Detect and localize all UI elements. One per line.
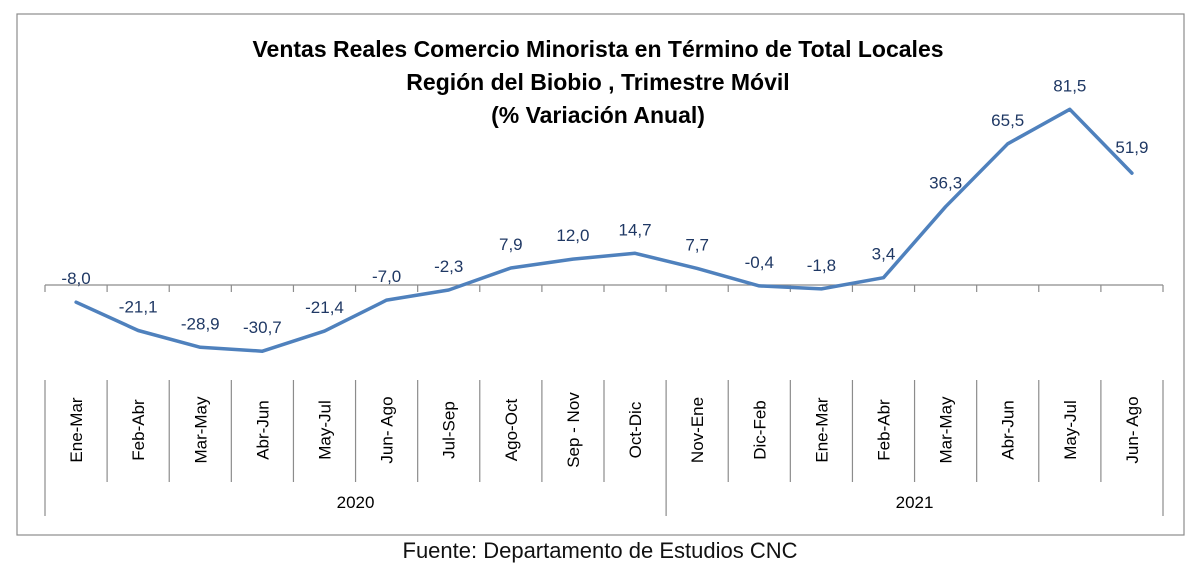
data-label: 14,7	[619, 220, 652, 239]
series-line	[74, 107, 1134, 353]
chart-title: Ventas Reales Comercio Minorista en Térm…	[252, 36, 943, 128]
category-label: Jul-Sep	[440, 401, 459, 459]
category-label: Mar-May	[937, 396, 956, 464]
group-label-2020: 2020	[337, 493, 375, 512]
chart-border	[16, 13, 1185, 536]
category-label: Abr-Jun	[999, 400, 1018, 460]
data-label: -21,4	[305, 298, 344, 317]
category-label: Sep - Nov	[564, 392, 583, 468]
category-label: Oct-Dic	[626, 401, 645, 458]
group-label-2021: 2021	[896, 493, 934, 512]
data-label: 51,9	[1115, 138, 1148, 157]
data-label: -1,8	[807, 256, 836, 275]
data-label: 81,5	[1053, 76, 1086, 95]
category-label: Abr-Jun	[253, 400, 272, 460]
category-label: Nov-Ene	[688, 397, 707, 463]
category-labels: Ene-Mar Feb-Abr Mar-May Abr-Jun May-Jul Jun- …	[44, 380, 1164, 516]
source-note: Fuente: Departamento de Estudios CNC	[402, 538, 798, 563]
data-label: 36,3	[929, 174, 962, 193]
data-label: -21,1	[119, 297, 158, 316]
category-label: Feb-Abr	[875, 399, 894, 461]
data-label: 7,9	[499, 235, 523, 254]
data-label: 12,0	[556, 226, 589, 245]
data-label: -28,9	[181, 314, 220, 333]
data-label: -8,0	[61, 269, 90, 288]
category-label: Ago-Oct	[502, 399, 521, 462]
data-label: -0,4	[745, 253, 774, 272]
data-label: -7,0	[372, 267, 401, 286]
category-label: Mar-May	[191, 396, 210, 464]
category-label: Dic-Feb	[750, 400, 769, 460]
category-label: May-Jul	[1061, 400, 1080, 460]
title-line-1: Ventas Reales Comercio Minorista en Térm…	[252, 36, 943, 62]
group-labels: 2020 2021	[337, 493, 934, 512]
category-label: May-Jul	[316, 400, 335, 460]
data-label: 7,7	[685, 235, 709, 254]
data-labels: -8,0 -21,1 -28,9 -30,7 -21,4 -7,0 -2,3 7,9 12,0 1…	[61, 76, 1148, 337]
data-label: 3,4	[872, 245, 896, 264]
category-label: Jun- Ago	[378, 396, 397, 463]
data-label: 65,5	[991, 111, 1024, 130]
category-label: Feb-Abr	[129, 399, 148, 461]
data-label: -30,7	[243, 318, 282, 337]
title-line-3: (% Variación Anual)	[491, 102, 705, 128]
category-label: Ene-Mar	[812, 397, 831, 463]
data-label: -2,3	[434, 257, 463, 276]
category-label: Ene-Mar	[67, 397, 86, 463]
title-line-2: Región del Biobio , Trimestre Móvil	[406, 69, 789, 95]
category-label: Jun- Ago	[1123, 396, 1142, 463]
axis-ticks	[44, 285, 1164, 292]
